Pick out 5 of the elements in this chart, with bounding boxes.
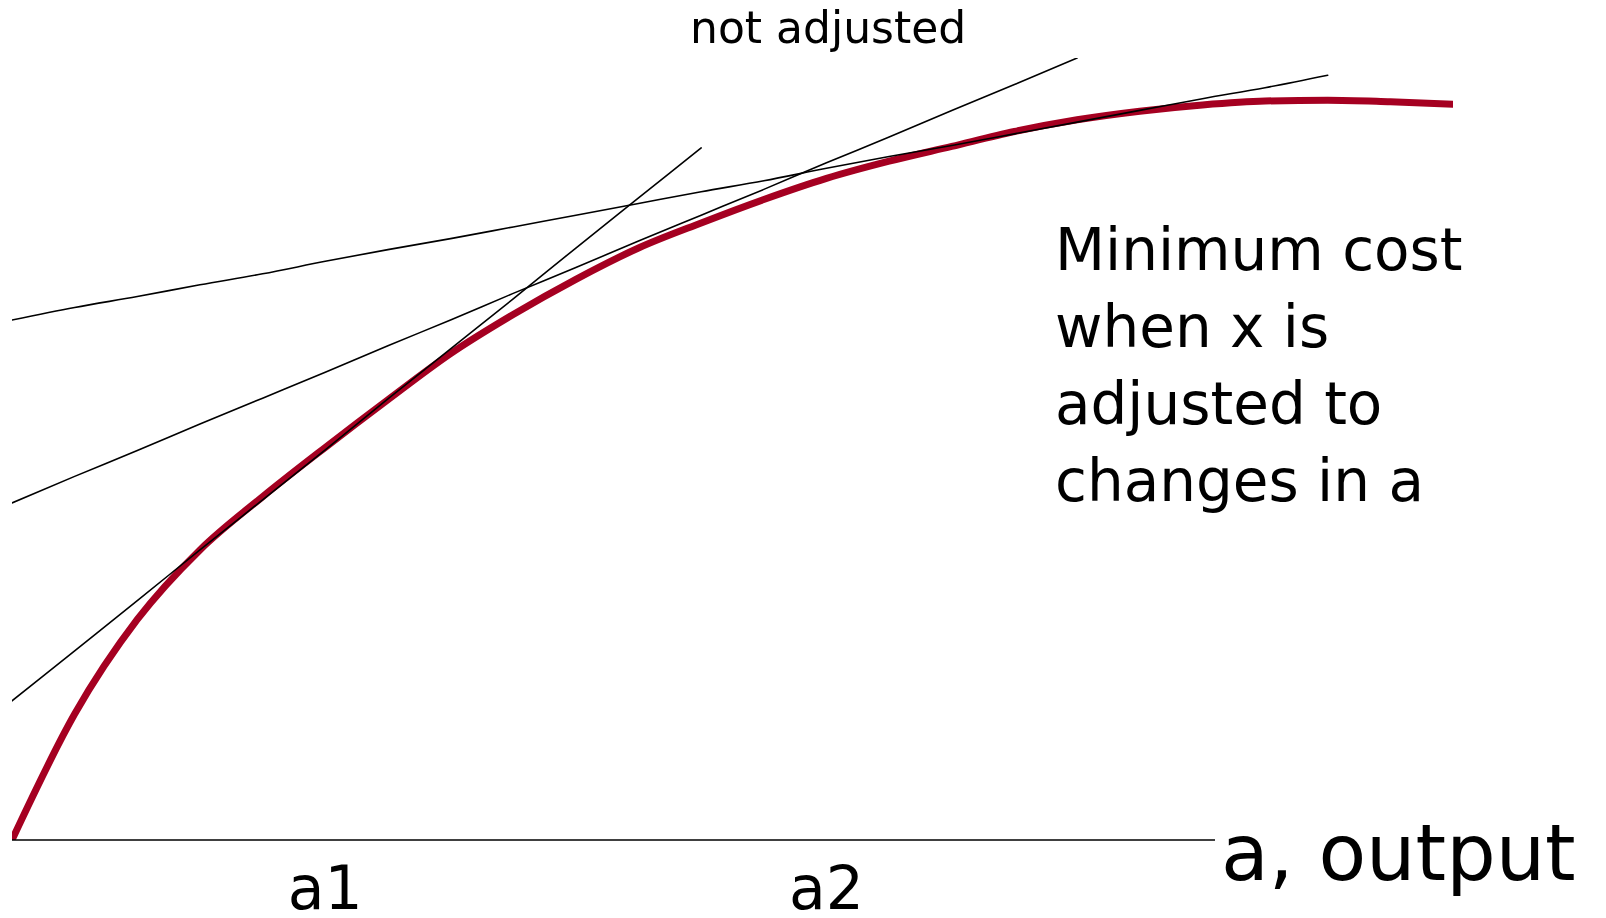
annotation: Minimum cost when x is adjusted to changes in a (1055, 215, 1464, 517)
text: not adjusted (690, 2, 967, 53)
x-tick-label: a1 (287, 852, 363, 918)
x-tick-label: a2 (789, 852, 864, 918)
x-axis-title: a, output (1215, 808, 1582, 898)
